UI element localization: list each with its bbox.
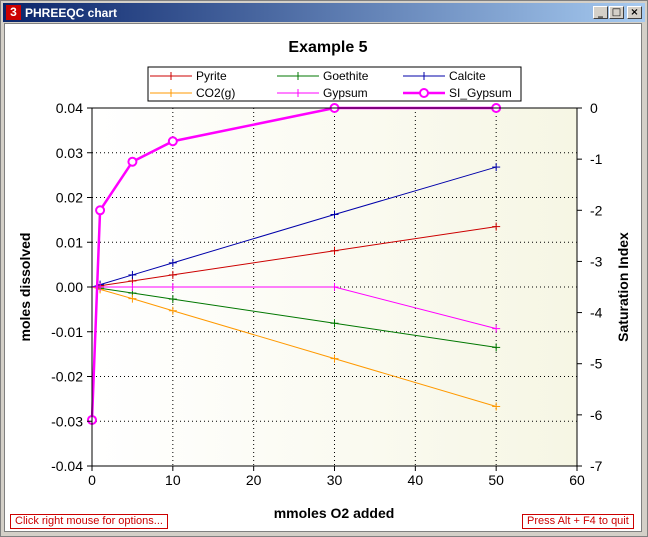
x-tick-label: 30 xyxy=(327,472,343,488)
y-axis-label: moles dissolved xyxy=(17,233,33,342)
window-title: PHREEQC chart xyxy=(25,6,118,20)
legend-item-co2-g: CO2(g) xyxy=(150,86,235,100)
y2-axis-label: Saturation Index xyxy=(615,232,631,342)
y-tick-label: 0.03 xyxy=(56,145,83,161)
legend-label: Gypsum xyxy=(323,86,368,100)
x-tick-label: 20 xyxy=(246,472,262,488)
x-tick-label: 40 xyxy=(408,472,424,488)
si-gypsum-marker xyxy=(95,205,106,216)
close-button[interactable]: × xyxy=(627,6,642,19)
legend-label: Pyrite xyxy=(196,69,227,83)
x-axis-label: mmoles O2 added xyxy=(274,505,395,521)
legend-item-pyrite: Pyrite xyxy=(150,69,227,83)
y2-tick-label: -2 xyxy=(590,202,603,218)
legend-label: CO2(g) xyxy=(196,86,235,100)
x-tick-label: 60 xyxy=(569,472,585,488)
y-tick-label: -0.01 xyxy=(51,324,83,340)
title-bar[interactable]: 3 PHREEQC chart _ □ × xyxy=(3,3,645,22)
y2-tick-label: -5 xyxy=(590,356,603,372)
x-tick-label: 50 xyxy=(488,472,504,488)
legend-item-calcite: Calcite xyxy=(403,69,486,83)
legend-item-si-gypsum: SI_Gypsum xyxy=(403,86,512,100)
y-tick-label: -0.04 xyxy=(51,458,83,474)
x-tick-label: 0 xyxy=(88,472,96,488)
legend-item-gypsum: Gypsum xyxy=(277,86,368,100)
y-tick-label: -0.03 xyxy=(51,413,83,429)
legend-label: Calcite xyxy=(449,69,486,83)
series-gypsum xyxy=(88,283,501,333)
legend-item-goethite: Goethite xyxy=(277,69,369,83)
legend-label: SI_Gypsum xyxy=(449,86,512,100)
y-tick-label: -0.02 xyxy=(51,369,83,385)
maximize-button[interactable]: □ xyxy=(609,6,624,19)
y2-tick-label: -1 xyxy=(590,151,603,167)
status-quit-hint[interactable]: Press Alt + F4 to quit xyxy=(522,514,634,529)
si-gypsum-marker xyxy=(127,156,138,167)
legend: Pyrite Goethite Calcite CO2(g) Gypsum SI_Gyps… xyxy=(147,66,522,102)
app-icon: 3 xyxy=(6,5,21,20)
y2-tick-label: -6 xyxy=(590,407,603,423)
y-tick-label: 0.01 xyxy=(56,234,83,250)
y2-tick-label: 0 xyxy=(590,100,598,116)
status-options-hint[interactable]: Click right mouse for options... xyxy=(10,514,168,529)
legend-box xyxy=(147,66,522,102)
y2-tick-label: -4 xyxy=(590,305,603,321)
minimize-button[interactable]: _ xyxy=(593,6,608,19)
y-tick-label: 0.02 xyxy=(56,190,83,206)
legend-label: Goethite xyxy=(323,69,369,83)
y-tick-label: 0.00 xyxy=(56,279,83,295)
chart-title: Example 5 xyxy=(288,39,367,56)
plot-frame xyxy=(91,107,578,467)
axes: 0 10 20 30 40 50 60 0.04 0.03 0.02 0.01 0.00 -0.01 -0… xyxy=(51,100,603,488)
y2-tick-label: -7 xyxy=(590,458,603,474)
y-tick-label: 0.04 xyxy=(56,100,83,116)
si-gypsum-marker xyxy=(167,136,178,147)
x-tick-label: 10 xyxy=(165,472,181,488)
y2-tick-label: -3 xyxy=(590,253,603,269)
legend-marker xyxy=(419,88,429,98)
